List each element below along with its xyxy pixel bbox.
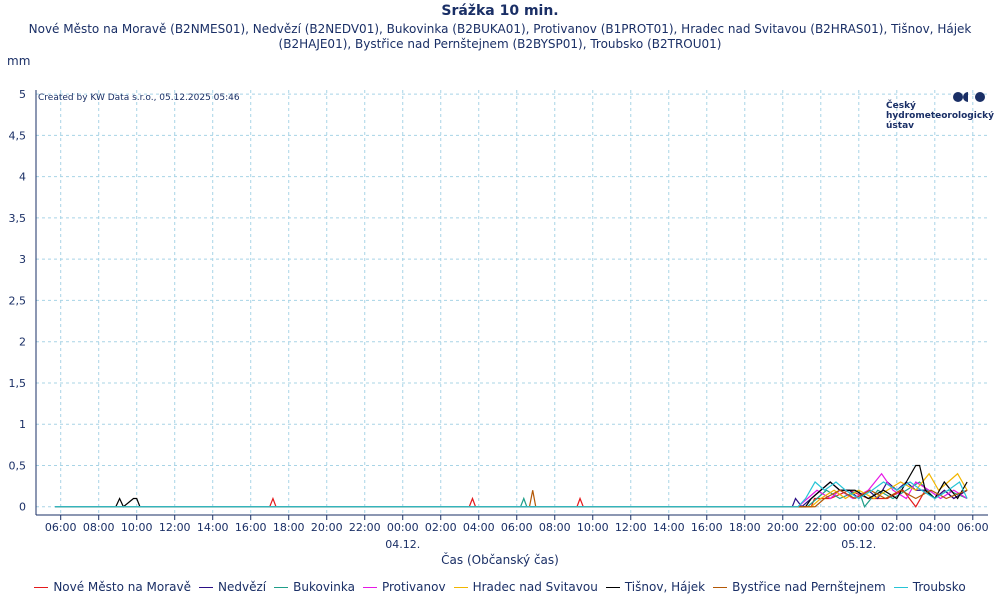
series-line — [55, 481, 968, 508]
legend-item[interactable]: Nedvězí — [199, 580, 266, 594]
logo-icon — [953, 92, 963, 102]
logo-icon — [963, 92, 968, 102]
legend-swatch — [893, 586, 908, 588]
legend-swatch — [199, 586, 214, 588]
legend-swatch — [713, 586, 728, 588]
logo-icon — [975, 92, 985, 102]
x-tick-label: 02:00 — [881, 521, 913, 534]
x-tick-label: 10:00 — [121, 521, 153, 534]
x-tick-label: 20:00 — [767, 521, 799, 534]
x-tick-label: 06:00 — [957, 521, 989, 534]
x-tick-label: 08:00 — [83, 521, 115, 534]
legend: Nové Město na Moravě Nedvězí Bukovinka Prot… — [0, 580, 1000, 594]
legend-label: Bukovinka — [293, 580, 355, 594]
x-tick-label: 04:00 — [463, 521, 495, 534]
legend-item[interactable]: Protivanov — [362, 580, 446, 594]
x-tick-label: 12:00 — [159, 521, 191, 534]
logo-text: ústav — [886, 121, 914, 131]
x-tick-label: 12:00 — [615, 521, 647, 534]
x-tick-label: 14:00 — [197, 521, 229, 534]
legend-swatch — [34, 586, 49, 588]
y-tick-label: 5 — [19, 88, 26, 101]
legend-item[interactable]: Bystřice nad Pernštejnem — [713, 580, 886, 594]
y-tick-label: 0,5 — [9, 459, 27, 472]
series-line — [55, 472, 968, 508]
x-tick-label: 06:00 — [45, 521, 77, 534]
legend-swatch — [362, 586, 377, 588]
x-tick-label: 14:00 — [653, 521, 685, 534]
legend-label: Hradec nad Svitavou — [472, 580, 598, 594]
legend-label: Nedvězí — [218, 580, 267, 594]
legend-swatch — [274, 586, 289, 588]
legend-swatch — [453, 586, 468, 588]
x-tick-label: 16:00 — [235, 521, 267, 534]
legend-label: Tišnov, Hájek — [624, 580, 706, 594]
x-tick-label: 16:00 — [691, 521, 723, 534]
y-tick-label: 4,5 — [9, 129, 27, 142]
legend-item[interactable]: Hradec nad Svitavou — [453, 580, 598, 594]
y-tick-label: 2,5 — [9, 294, 27, 307]
y-tick-label: 3 — [19, 253, 26, 266]
legend-swatch — [605, 586, 620, 588]
x-tick-label: 00:00 — [387, 521, 419, 534]
legend-label: Nové Město na Moravě — [53, 580, 192, 594]
y-tick-label: 1 — [19, 418, 26, 431]
logo-text: Český — [886, 99, 916, 111]
series-line — [55, 472, 968, 508]
legend-item[interactable]: Tišnov, Hájek — [605, 580, 706, 594]
logo-text: hydrometeorologický — [886, 111, 994, 121]
y-axis-label: mm — [7, 54, 31, 68]
legend-label: Protivanov — [381, 580, 446, 594]
legend-item[interactable]: Nové Město na Moravě — [34, 580, 191, 594]
date-label: 04.12. — [385, 538, 420, 551]
chart-subtitle: Nové Město na Moravě (B2NMES01), Nedvězí… — [28, 22, 972, 51]
y-tick-label: 4 — [19, 171, 26, 184]
x-tick-label: 10:00 — [577, 521, 609, 534]
x-axis-label: Čas (Občanský čas) — [441, 553, 559, 567]
date-label: 05.12. — [841, 538, 876, 551]
y-tick-label: 0 — [19, 501, 26, 514]
x-tick-label: 22:00 — [805, 521, 837, 534]
x-tick-label: 18:00 — [729, 521, 761, 534]
x-tick-label: 02:00 — [425, 521, 457, 534]
y-tick-label: 1,5 — [9, 377, 27, 390]
legend-item[interactable]: Bukovinka — [274, 580, 355, 594]
x-tick-label: 00:00 — [843, 521, 875, 534]
x-tick-label: 22:00 — [349, 521, 381, 534]
y-tick-label: 2 — [19, 336, 26, 349]
legend-label: Troubsko — [912, 580, 966, 594]
credit: Created by KW Data s.r.o., 05.12.2025 05… — [38, 93, 240, 103]
series-line — [55, 464, 968, 508]
chart-title: Srážka 10 min. — [441, 3, 559, 19]
x-tick-label: 18:00 — [273, 521, 305, 534]
y-tick-label: 3,5 — [9, 212, 27, 225]
x-tick-label: 08:00 — [539, 521, 571, 534]
x-tick-label: 20:00 — [311, 521, 343, 534]
x-tick-label: 06:00 — [501, 521, 533, 534]
legend-label: Bystřice nad Pernštejnem — [732, 580, 886, 594]
legend-item[interactable]: Troubsko — [893, 580, 966, 594]
x-tick-label: 04:00 — [919, 521, 951, 534]
